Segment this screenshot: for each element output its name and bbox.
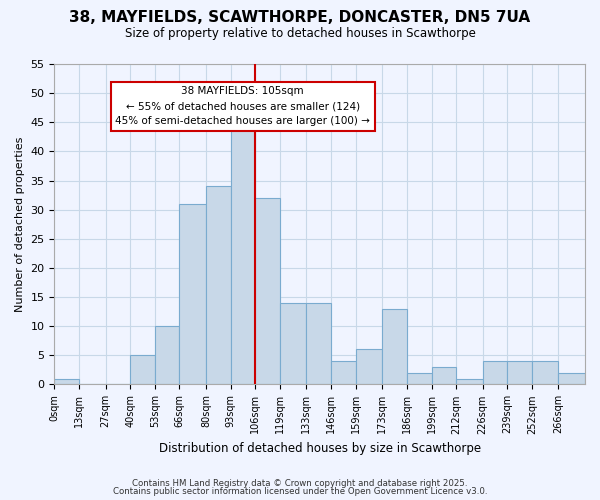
Bar	[130, 356, 155, 384]
Bar	[230, 122, 255, 384]
Bar	[55, 378, 79, 384]
Text: Contains HM Land Registry data © Crown copyright and database right 2025.: Contains HM Land Registry data © Crown c…	[132, 478, 468, 488]
Bar	[307, 303, 331, 384]
Bar	[280, 303, 307, 384]
Text: Contains public sector information licensed under the Open Government Licence v3: Contains public sector information licen…	[113, 487, 487, 496]
Bar	[407, 373, 431, 384]
Y-axis label: Number of detached properties: Number of detached properties	[15, 136, 25, 312]
X-axis label: Distribution of detached houses by size in Scawthorpe: Distribution of detached houses by size …	[158, 442, 481, 455]
Text: Size of property relative to detached houses in Scawthorpe: Size of property relative to detached ho…	[125, 28, 475, 40]
Bar	[559, 373, 585, 384]
Bar	[179, 204, 206, 384]
Text: 38 MAYFIELDS: 105sqm
← 55% of detached houses are smaller (124)
45% of semi-deta: 38 MAYFIELDS: 105sqm ← 55% of detached h…	[115, 86, 370, 126]
Bar	[155, 326, 179, 384]
Bar	[508, 361, 532, 384]
Bar	[356, 350, 382, 384]
Bar	[532, 361, 559, 384]
Bar	[382, 308, 407, 384]
Bar	[331, 361, 356, 384]
Bar	[482, 361, 508, 384]
Bar	[255, 198, 280, 384]
Text: 38, MAYFIELDS, SCAWTHORPE, DONCASTER, DN5 7UA: 38, MAYFIELDS, SCAWTHORPE, DONCASTER, DN…	[70, 10, 530, 25]
Bar	[206, 186, 230, 384]
Bar	[431, 367, 456, 384]
Bar	[456, 378, 482, 384]
